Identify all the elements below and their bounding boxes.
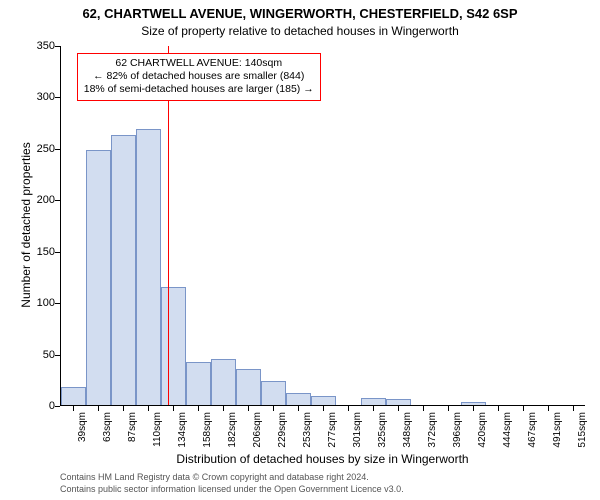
- x-tick-mark: [473, 406, 474, 411]
- x-tick-label: 253sqm: [302, 412, 313, 448]
- y-tick-label: 50: [15, 349, 55, 361]
- x-tick-label: 63sqm: [102, 412, 113, 442]
- histogram-bar: [261, 381, 286, 405]
- y-tick-label: 0: [15, 400, 55, 412]
- x-tick-mark: [348, 406, 349, 411]
- x-tick-mark: [423, 406, 424, 411]
- x-tick-label: 134sqm: [177, 412, 188, 448]
- histogram-bar: [111, 135, 136, 406]
- y-tick-label: 250: [15, 143, 55, 155]
- x-tick-label: 372sqm: [427, 412, 438, 448]
- x-tick-label: 277sqm: [327, 412, 338, 448]
- x-tick-mark: [323, 406, 324, 411]
- x-tick-mark: [98, 406, 99, 411]
- histogram-bar: [136, 129, 161, 405]
- x-tick-mark: [498, 406, 499, 411]
- annotation-line: ← 82% of detached houses are smaller (84…: [84, 70, 314, 83]
- annotation-box: 62 CHARTWELL AVENUE: 140sqm← 82% of deta…: [77, 53, 321, 100]
- x-tick-label: 301sqm: [352, 412, 363, 448]
- y-tick-label: 150: [15, 246, 55, 258]
- x-tick-mark: [73, 406, 74, 411]
- x-tick-label: 182sqm: [227, 412, 238, 448]
- y-tick-mark: [55, 252, 60, 253]
- x-tick-mark: [448, 406, 449, 411]
- x-tick-label: 467sqm: [527, 412, 538, 448]
- x-tick-label: 87sqm: [127, 412, 138, 442]
- x-tick-label: 348sqm: [402, 412, 413, 448]
- y-tick-mark: [55, 46, 60, 47]
- x-tick-label: 444sqm: [502, 412, 513, 448]
- histogram-bar: [61, 387, 86, 406]
- histogram-bar: [86, 150, 111, 405]
- y-tick-mark: [55, 355, 60, 356]
- x-tick-label: 206sqm: [252, 412, 263, 448]
- histogram-bar: [211, 359, 236, 405]
- footer-licence: Contains public sector information licen…: [60, 484, 585, 494]
- chart-subtitle: Size of property relative to detached ho…: [0, 24, 600, 38]
- x-tick-label: 491sqm: [552, 412, 563, 448]
- x-tick-mark: [173, 406, 174, 411]
- histogram-bar: [311, 396, 336, 405]
- x-tick-label: 110sqm: [152, 412, 163, 447]
- annotation-line: 18% of semi-detached houses are larger (…: [84, 83, 314, 96]
- x-tick-mark: [198, 406, 199, 411]
- x-tick-mark: [148, 406, 149, 411]
- y-tick-label: 350: [15, 40, 55, 52]
- x-tick-mark: [223, 406, 224, 411]
- x-tick-label: 39sqm: [77, 412, 88, 442]
- footer-copyright: Contains HM Land Registry data © Crown c…: [60, 472, 585, 482]
- x-tick-mark: [573, 406, 574, 411]
- y-tick-mark: [55, 303, 60, 304]
- y-tick-mark: [55, 406, 60, 407]
- y-tick-label: 300: [15, 91, 55, 103]
- x-tick-label: 158sqm: [202, 412, 213, 448]
- page-title: 62, CHARTWELL AVENUE, WINGERWORTH, CHEST…: [0, 6, 600, 21]
- x-axis-label: Distribution of detached houses by size …: [60, 452, 585, 466]
- histogram-bar: [161, 287, 186, 405]
- x-tick-label: 515sqm: [577, 412, 588, 448]
- x-tick-mark: [298, 406, 299, 411]
- x-tick-mark: [123, 406, 124, 411]
- y-tick-label: 200: [15, 194, 55, 206]
- x-tick-label: 325sqm: [377, 412, 388, 448]
- histogram-bar: [361, 398, 386, 405]
- histogram-bar: [386, 399, 411, 405]
- x-tick-mark: [248, 406, 249, 411]
- histogram-bar: [461, 402, 486, 405]
- histogram-bar: [286, 393, 311, 405]
- x-tick-mark: [548, 406, 549, 411]
- x-tick-label: 229sqm: [277, 412, 288, 448]
- x-tick-mark: [273, 406, 274, 411]
- y-tick-mark: [55, 97, 60, 98]
- y-tick-mark: [55, 200, 60, 201]
- histogram-plot-area: 62 CHARTWELL AVENUE: 140sqm← 82% of deta…: [60, 46, 585, 406]
- y-tick-mark: [55, 149, 60, 150]
- annotation-line: 62 CHARTWELL AVENUE: 140sqm: [84, 57, 314, 70]
- y-tick-label: 100: [15, 297, 55, 309]
- x-tick-label: 420sqm: [477, 412, 488, 448]
- x-tick-mark: [373, 406, 374, 411]
- histogram-bar: [186, 362, 211, 405]
- x-tick-mark: [398, 406, 399, 411]
- x-tick-mark: [523, 406, 524, 411]
- x-tick-label: 396sqm: [452, 412, 463, 448]
- histogram-bar: [236, 369, 261, 405]
